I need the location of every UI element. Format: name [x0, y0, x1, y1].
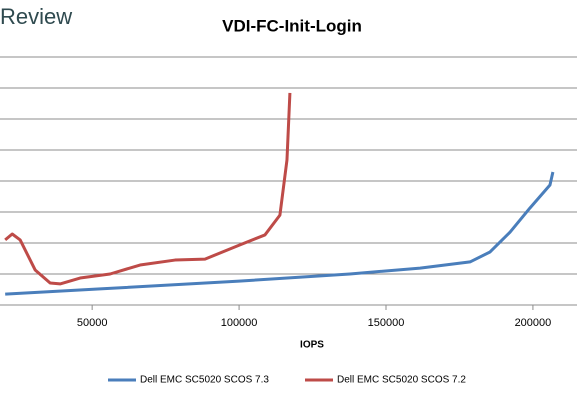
legend-label: Dell EMC SC5020 SCOS 7.3	[140, 375, 269, 386]
x-tick-label: 150000	[368, 317, 405, 329]
series-line	[5, 171, 555, 296]
x-tick-label: 100000	[221, 317, 258, 329]
x-tick-label: 50000	[77, 317, 108, 329]
legend-label: Dell EMC SC5020 SCOS 7.2	[337, 375, 466, 386]
chart-title: VDI-FC-Init-Login	[222, 16, 362, 35]
brand: Review	[0, 4, 72, 29]
series-line	[4, 92, 292, 286]
x-tick-label: 200000	[515, 317, 552, 329]
x-axis-label: IOPS	[300, 340, 324, 351]
